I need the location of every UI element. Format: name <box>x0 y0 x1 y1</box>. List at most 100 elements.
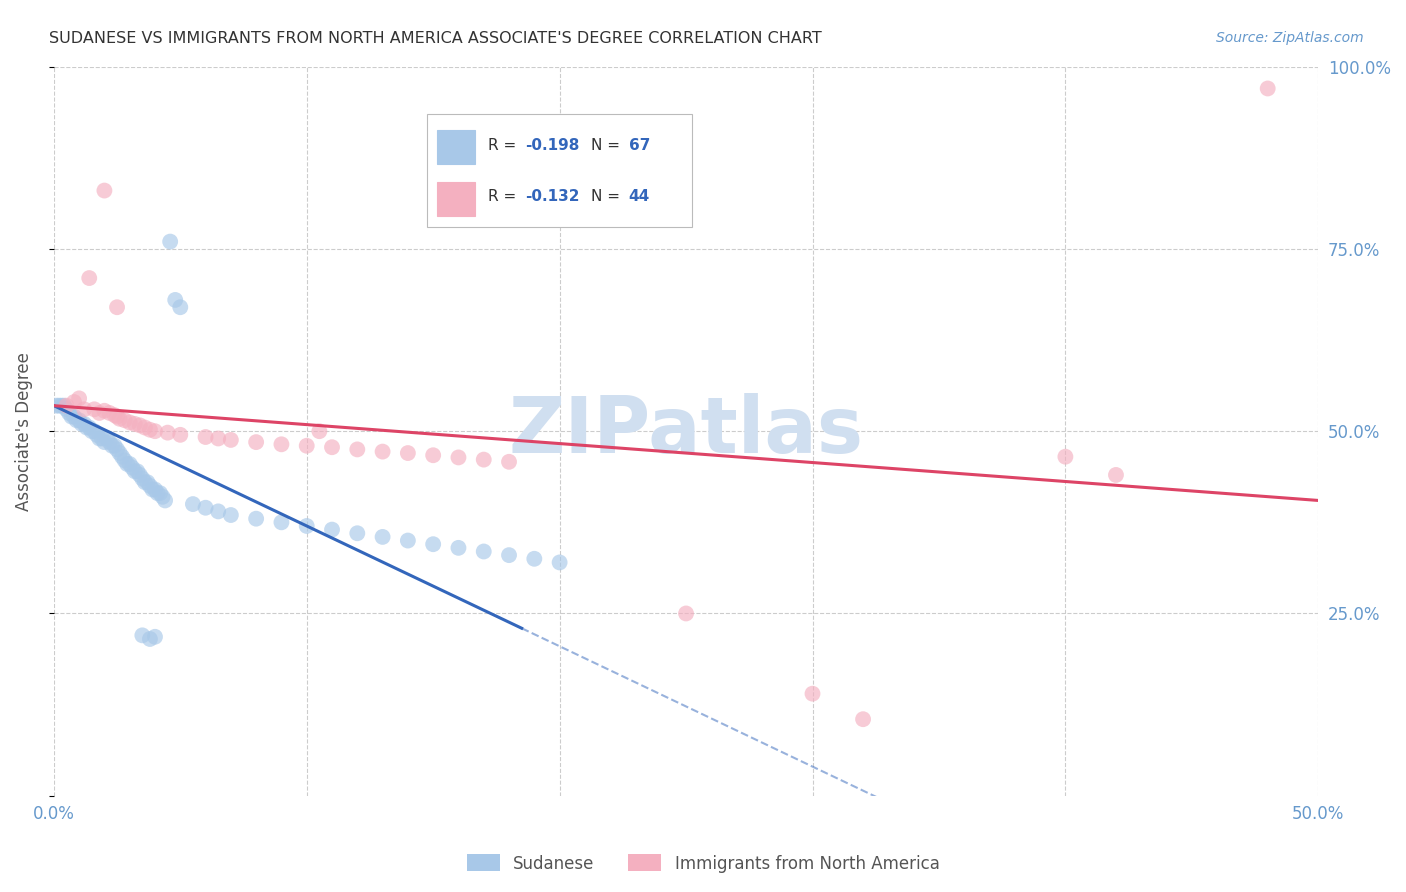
Point <box>118 416 141 430</box>
Point <box>165 293 187 307</box>
Point <box>422 448 444 462</box>
Point <box>169 300 191 314</box>
Point <box>128 467 150 482</box>
Point <box>131 472 153 486</box>
Point <box>498 548 520 562</box>
Point <box>76 420 98 434</box>
Point <box>111 450 134 464</box>
Point <box>152 490 174 504</box>
Point <box>143 483 166 497</box>
Point <box>103 439 125 453</box>
Point <box>219 433 242 447</box>
Point <box>114 453 136 467</box>
Point <box>139 423 162 437</box>
Point <box>67 413 90 427</box>
Point <box>60 409 83 424</box>
Point <box>77 271 100 285</box>
Point <box>1054 450 1077 464</box>
Point <box>89 432 111 446</box>
Point <box>270 516 292 530</box>
Point <box>321 440 343 454</box>
Y-axis label: Associate's Degree: Associate's Degree <box>15 351 32 510</box>
Point <box>146 486 169 500</box>
Point <box>207 504 229 518</box>
Point <box>295 519 318 533</box>
Point <box>139 479 162 493</box>
Point <box>181 497 204 511</box>
Point <box>194 430 217 444</box>
Point <box>93 403 115 417</box>
Point <box>548 556 571 570</box>
Point <box>136 475 159 490</box>
Point <box>169 427 191 442</box>
Point <box>63 395 86 409</box>
Point <box>98 435 121 450</box>
Point <box>101 439 124 453</box>
Point <box>70 417 93 431</box>
Point <box>852 712 875 726</box>
Point <box>77 420 100 434</box>
Point <box>115 457 138 471</box>
Point <box>134 475 156 490</box>
Point <box>73 402 96 417</box>
Point <box>45 399 67 413</box>
Point <box>801 687 824 701</box>
Point <box>346 442 368 457</box>
Point <box>396 446 419 460</box>
Point <box>67 392 90 406</box>
Point <box>124 417 146 431</box>
Point <box>1105 467 1128 482</box>
Point <box>48 399 70 413</box>
Point <box>498 455 520 469</box>
Point <box>105 442 128 457</box>
Point <box>134 420 156 434</box>
Point <box>1257 81 1279 95</box>
Point <box>93 435 115 450</box>
Text: SUDANESE VS IMMIGRANTS FROM NORTH AMERICA ASSOCIATE'S DEGREE CORRELATION CHART: SUDANESE VS IMMIGRANTS FROM NORTH AMERIC… <box>49 31 823 46</box>
Point <box>321 523 343 537</box>
Point <box>396 533 419 548</box>
Point <box>98 406 121 420</box>
Point <box>63 409 86 424</box>
Point <box>219 508 242 522</box>
Point <box>523 551 546 566</box>
Point <box>131 628 153 642</box>
Text: Source: ZipAtlas.com: Source: ZipAtlas.com <box>1216 31 1364 45</box>
Point <box>90 432 112 446</box>
Point <box>105 300 128 314</box>
Point <box>114 413 136 427</box>
Point <box>447 450 470 465</box>
Point <box>58 406 80 420</box>
Point <box>65 413 87 427</box>
Point <box>153 493 176 508</box>
Point <box>55 402 77 417</box>
Point <box>52 399 75 413</box>
Point <box>447 541 470 555</box>
Point <box>121 460 143 475</box>
Point <box>103 408 125 422</box>
Point <box>194 500 217 515</box>
Point <box>422 537 444 551</box>
Point <box>55 399 77 413</box>
Point <box>472 544 495 558</box>
Point <box>270 437 292 451</box>
Point <box>73 417 96 431</box>
Point <box>127 464 149 478</box>
Point <box>141 483 163 497</box>
Point <box>124 464 146 478</box>
Point <box>156 425 179 440</box>
Point <box>93 184 115 198</box>
Legend: Sudanese, Immigrants from North America: Sudanese, Immigrants from North America <box>460 847 946 880</box>
Point <box>295 439 318 453</box>
Point <box>86 427 108 442</box>
Point <box>83 424 105 438</box>
Point <box>80 424 103 438</box>
Point <box>371 530 394 544</box>
Point <box>108 411 131 425</box>
Point <box>143 424 166 438</box>
Point <box>89 406 111 420</box>
Point <box>143 630 166 644</box>
Point <box>159 235 181 249</box>
Point <box>472 452 495 467</box>
Point <box>207 432 229 446</box>
